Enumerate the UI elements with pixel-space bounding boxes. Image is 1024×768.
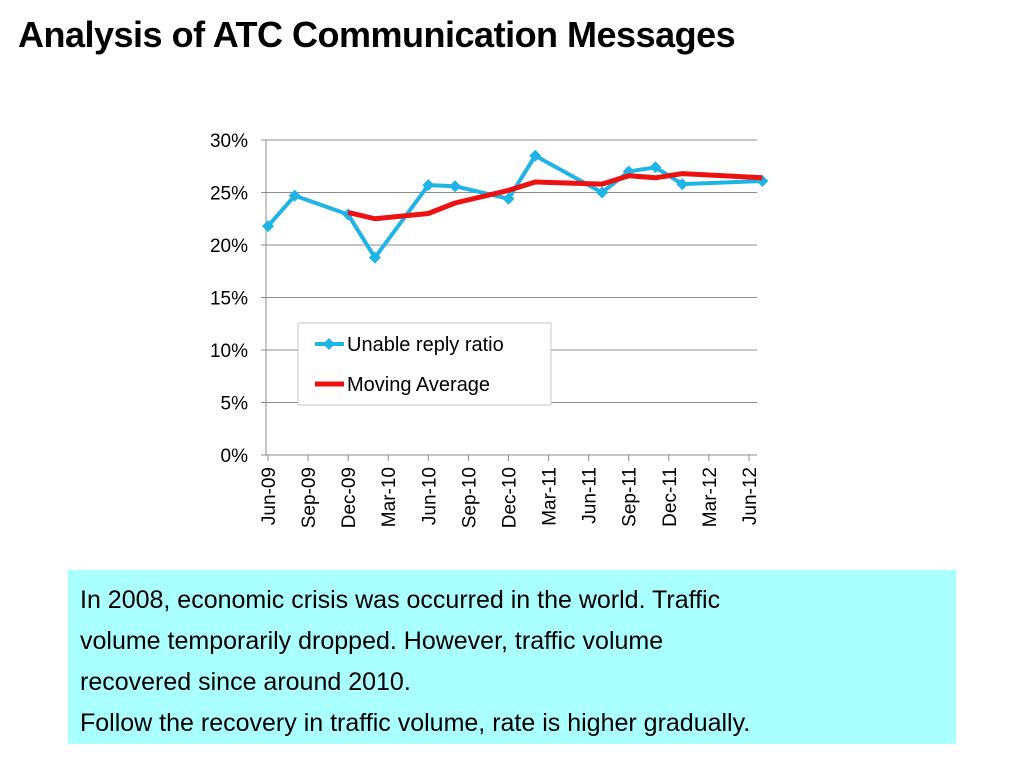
data-point-marker — [422, 179, 435, 192]
x-tick-label: Jun-09 — [259, 467, 280, 525]
x-tick-label: Dec-09 — [339, 467, 360, 528]
x-tick-label: Mar-10 — [379, 467, 400, 527]
data-point-marker — [649, 161, 662, 174]
moving-average-line — [347, 171, 763, 222]
legend-box — [297, 322, 552, 406]
x-tick-label: Sep-10 — [459, 467, 480, 528]
x-tick-label: Mar-11 — [540, 467, 561, 526]
x-tick-label: Dec-11 — [660, 467, 681, 527]
y-tick-label: 15% — [210, 289, 248, 310]
x-tick-label: Dec-10 — [499, 467, 520, 528]
y-tick-label: 20% — [210, 236, 248, 257]
data-point-marker — [596, 186, 609, 199]
data-point-marker — [368, 251, 381, 264]
x-tick-label: Jun-12 — [740, 467, 761, 525]
data-point-marker — [288, 189, 301, 202]
note-line-3: recovered since around 2010. — [80, 668, 411, 696]
data-point-marker — [529, 149, 542, 162]
x-tick-label: Mar-12 — [700, 467, 721, 527]
note-line-1: In 2008, economic crisis was occurred in… — [80, 586, 721, 614]
legend-marker — [323, 338, 335, 350]
data-point-marker — [449, 180, 462, 193]
note-line-4: Follow the recovery in traffic volume, r… — [80, 709, 751, 737]
y-tick-label: 0% — [221, 446, 249, 467]
legend-label: Moving Average — [347, 374, 490, 396]
y-tick-label: 10% — [210, 341, 248, 362]
x-tick-label: Sep-11 — [620, 467, 641, 527]
x-tick-label: Jun-11 — [580, 467, 601, 524]
unable-reply-ratio-line — [266, 153, 763, 260]
note-line-2: volume temporarily dropped. However, tra… — [80, 627, 664, 655]
data-point-marker — [262, 220, 274, 233]
data-point-marker — [502, 192, 515, 205]
legend-label: Unable reply ratio — [347, 334, 504, 356]
y-tick-label: 25% — [210, 184, 248, 205]
slide-title: Analysis of ATC Communication Messages — [18, 14, 736, 55]
line-chart: 0% 5% 10% 15% 20% 25% 30% Jun-09 Sep-09 Dec-09 Mar… — [210, 131, 769, 528]
note-box: In 2008, economic crisis was occurred in… — [68, 570, 956, 744]
data-point-marker — [676, 178, 689, 191]
x-tick-label: Jun-10 — [419, 467, 440, 525]
x-tick-label: Sep-09 — [299, 467, 320, 528]
y-tick-label: 5% — [221, 394, 249, 415]
y-tick-label: 30% — [210, 131, 248, 152]
